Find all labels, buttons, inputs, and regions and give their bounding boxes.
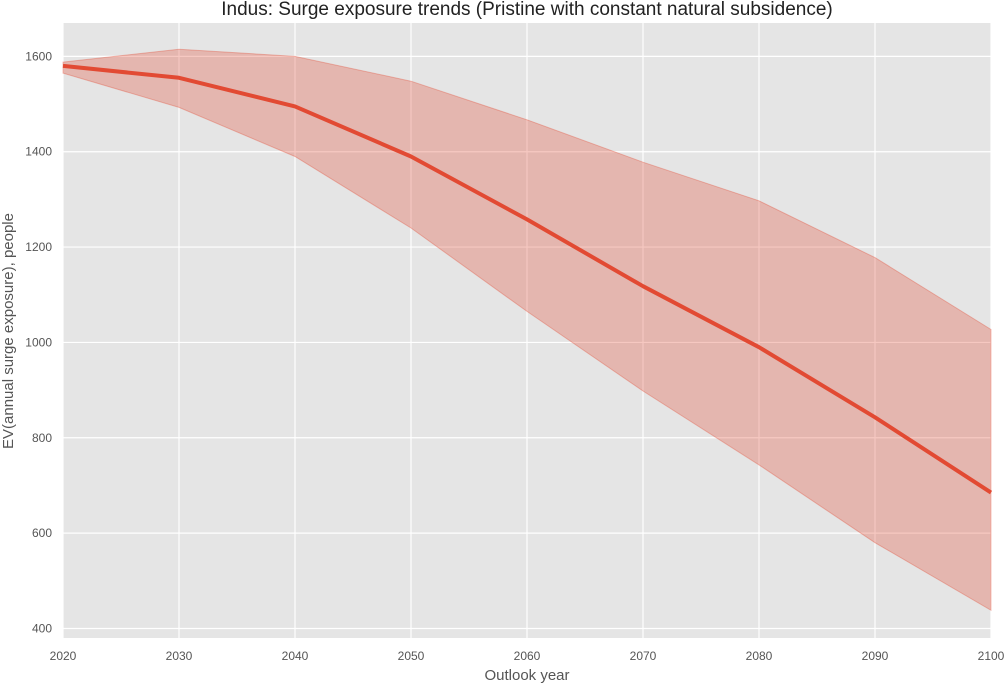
x-tick-label: 2040 (282, 649, 309, 663)
x-tick-label: 2070 (630, 649, 657, 663)
x-tick-label: 2090 (862, 649, 889, 663)
y-axis-ticks: 400 600 800 1000 1200 1400 1600 (25, 49, 52, 635)
y-axis-label: EV(annual surge exposure), people (0, 213, 17, 449)
x-axis-ticks: 2020 2030 2040 2050 2060 2070 2080 2090 2100 (50, 649, 1005, 663)
y-tick-label: 1200 (25, 240, 52, 254)
series-line (62, 63, 993, 495)
x-tick-label: 2050 (398, 649, 425, 663)
x-tick-label: 2030 (166, 649, 193, 663)
x-axis-label: Outlook year (484, 667, 569, 683)
y-tick-label: 800 (32, 431, 52, 445)
y-tick-label: 600 (32, 526, 52, 540)
x-tick-label: 2060 (514, 649, 541, 663)
chart-title: Indus: Surge exposure trends (Pristine w… (221, 0, 833, 20)
x-tick-label: 2080 (746, 649, 773, 663)
y-tick-label: 400 (32, 621, 52, 635)
uncertainty-band (62, 48, 992, 612)
y-tick-label: 1400 (25, 145, 52, 159)
plot-area (62, 23, 993, 638)
y-tick-label: 1600 (25, 49, 52, 63)
x-tick-label: 2100 (978, 649, 1005, 663)
x-tick-label: 2020 (50, 649, 77, 663)
y-tick-label: 1000 (25, 335, 52, 349)
